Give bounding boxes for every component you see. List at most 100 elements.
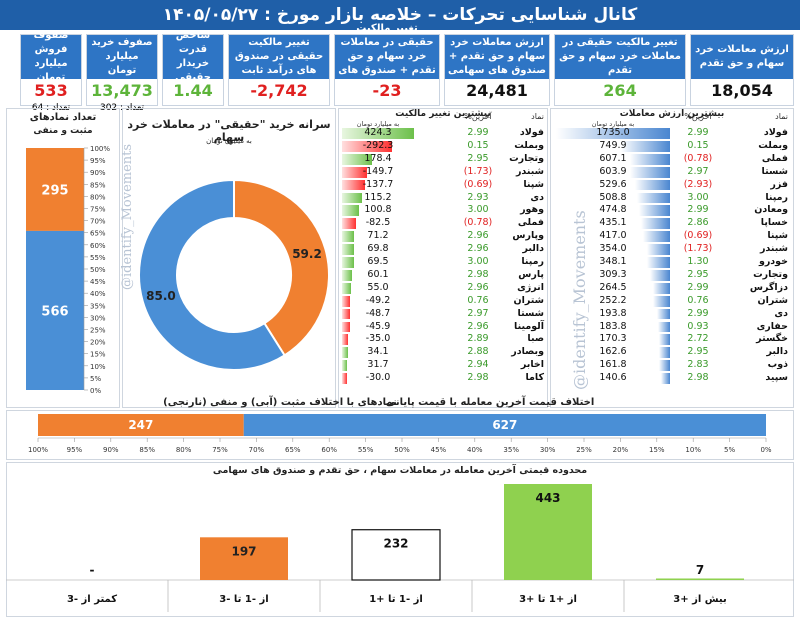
row-symbol: شتران	[757, 294, 789, 306]
row-symbol: فملی	[517, 217, 544, 229]
bar-value	[659, 360, 670, 372]
kpi-label: شاخص قدرت خریدار حقیقی	[163, 30, 223, 83]
table-unit: به میلیارد تومان	[356, 120, 400, 128]
row-pct: 2.95	[687, 346, 709, 358]
row-value: -137.7	[362, 178, 394, 190]
tick-label: 75%	[212, 446, 228, 454]
row-symbol: ومعادن	[754, 204, 788, 216]
row-symbol: خودرو	[758, 256, 788, 267]
row-value: -82.5	[365, 217, 391, 229]
row-value: 354.0	[599, 243, 627, 255]
row-value: 508.8	[599, 191, 627, 203]
bar-positive	[243, 414, 766, 436]
row-value: -149.7	[362, 165, 394, 177]
range-bar-label: 197	[231, 544, 256, 558]
range-panel	[6, 462, 794, 617]
tick-label: 35%	[503, 446, 519, 454]
row-pct: 2.98	[687, 372, 709, 384]
bar-positive	[342, 231, 355, 243]
tick-label: 20%	[90, 339, 106, 347]
row-pct: 2.99	[467, 127, 489, 138]
count-panel	[6, 108, 120, 408]
row-value: 170.3	[599, 333, 627, 345]
bar-positive	[342, 347, 348, 359]
tick-label: 15%	[90, 351, 106, 359]
tick-label: 95%	[67, 446, 83, 454]
row-value: 435.1	[599, 217, 627, 229]
row-value: -45.9	[365, 320, 391, 332]
bar-value	[647, 257, 670, 268]
range-bar	[351, 529, 441, 581]
range-title: محدوده قیمتی آخرین معامله در معاملات سها…	[212, 465, 588, 476]
bar-negative-label: 295	[41, 183, 68, 198]
tick-label: 50%	[90, 266, 106, 274]
bar-positive-label: 566	[41, 304, 68, 319]
tick-label: 15%	[649, 446, 665, 454]
tick-label: 65%	[285, 446, 301, 454]
bar-negative	[342, 179, 366, 191]
count-panel-title: تعداد نمادهای	[29, 112, 97, 123]
kpi-card: صفوف خرید میلیارد تومان 13,473 تعداد : 302	[86, 34, 158, 113]
row-value: 140.6	[599, 372, 627, 384]
row-symbol: رمپنا	[765, 191, 788, 203]
row-symbol: دزاگرس	[749, 281, 788, 293]
tick-label: 85%	[139, 446, 155, 454]
table-title: بیشترین تغییر مالکیت	[395, 109, 491, 119]
range-bar-label: -	[90, 563, 95, 577]
tick-label: 20%	[613, 446, 629, 454]
tick-label: 100%	[90, 145, 110, 153]
row-symbol: وهور	[520, 204, 544, 216]
bar-value	[636, 192, 670, 204]
kpi-card: تغییر مالکیت حقیقی در صندوق های درآمد ثا…	[228, 34, 330, 106]
row-symbol: انرژی	[517, 281, 544, 293]
row-value: 115.2	[364, 191, 392, 203]
slice-orange	[233, 178, 330, 357]
row-symbol: شستا	[761, 165, 788, 177]
row-pct: 2.89	[467, 333, 489, 345]
page-title: کانال شناسایی تحرکات – خلاصه بازار مورخ …	[0, 0, 800, 30]
row-pct: 3.00	[687, 191, 709, 203]
bar-negative	[342, 140, 392, 152]
tick-label: 55%	[358, 446, 374, 454]
row-value: 162.6	[599, 346, 627, 358]
kpi-label: تغییر مالکیت حقیقی در صندوق های درآمد ثا…	[229, 35, 329, 79]
row-symbol: خگستر	[756, 333, 788, 345]
row-pct: 2.99	[687, 281, 709, 293]
tick-label: 95%	[90, 157, 106, 165]
kpi-label: ارزش معاملات خرد سهام و حق تقدم	[691, 35, 793, 79]
bar-positive	[342, 153, 373, 165]
bar-value	[657, 321, 670, 333]
row-symbol: آلومینا	[514, 320, 544, 332]
stacked-panel	[6, 410, 794, 460]
range-bar	[504, 484, 592, 580]
tick-label: 80%	[90, 193, 106, 201]
row-symbol: حفاری	[756, 320, 788, 332]
row-symbol: دالبر	[522, 243, 545, 255]
row-value: -292.3	[362, 139, 394, 151]
row-symbol: وبملت	[758, 139, 788, 151]
range-category-label: کمتر از -3	[67, 594, 117, 605]
row-pct: 2.96	[467, 320, 489, 332]
tick-label: 75%	[90, 206, 106, 214]
row-pct: (1.73)	[463, 165, 493, 177]
row-value: 309.3	[599, 268, 627, 280]
bar-value	[635, 179, 670, 191]
slice-label: 59.2	[292, 247, 322, 261]
count-chart: 295 566 100% 95% 90% 85% 80% 75% 70% 65% 60% 55% 50%…	[26, 145, 110, 395]
donut-title: سرانه خرید "حقیقی" در معاملات خرد سهام	[127, 118, 331, 144]
row-symbol: وتجارت	[509, 152, 544, 164]
row-value: -35.0	[365, 333, 391, 345]
tick-label: 35%	[90, 302, 106, 310]
row-symbol: اخابر	[520, 359, 544, 371]
row-symbol: فزر	[770, 178, 788, 190]
row-pct: 2.94	[467, 359, 489, 371]
tick-label: 0%	[90, 387, 101, 395]
stacked-chart: 247 627 100% 95% 90% 85% 80% 75% 70% 65% 60% 55% 50%…	[28, 414, 772, 454]
bar-value	[646, 244, 670, 255]
tick-label: 80%	[176, 446, 192, 454]
bar-value	[641, 218, 670, 230]
row-value: 178.4	[364, 152, 392, 164]
row-pct: (2.93)	[683, 178, 713, 190]
row-pct: (0.69)	[683, 230, 713, 242]
row-value: 264.5	[599, 281, 627, 293]
